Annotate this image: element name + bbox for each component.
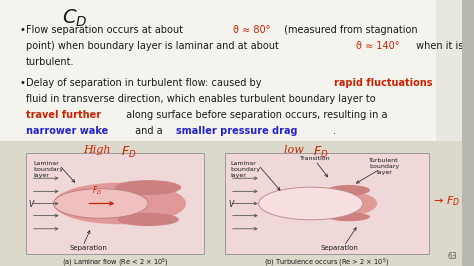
Text: turbulent.: turbulent.: [26, 57, 74, 67]
Text: $\mathit{C}_D$: $\mathit{C}_D$: [62, 8, 87, 29]
Text: of: of: [461, 78, 474, 88]
Text: $\mathit{F}_D$: $\mathit{F}_D$: [92, 184, 102, 197]
Text: when it is: when it is: [412, 41, 463, 51]
Text: Laminar
boundary
layer: Laminar boundary layer: [33, 161, 64, 178]
Ellipse shape: [53, 189, 148, 218]
Text: travel further: travel further: [26, 110, 101, 120]
Text: .: .: [333, 126, 336, 136]
Text: narrower wake: narrower wake: [26, 126, 109, 136]
Text: (a) Laminar flow (Re < 2 × 10$^5$): (a) Laminar flow (Re < 2 × 10$^5$): [62, 257, 168, 266]
Text: ϑ ≈ 80°: ϑ ≈ 80°: [233, 25, 270, 35]
Text: rapid fluctuations: rapid fluctuations: [334, 78, 432, 88]
Text: $F_D$: $F_D$: [313, 145, 329, 160]
Text: Laminar
boundary
layer: Laminar boundary layer: [231, 161, 261, 178]
Bar: [26, 153, 204, 254]
Ellipse shape: [301, 190, 377, 217]
Text: smaller pressure drag: smaller pressure drag: [176, 126, 297, 136]
Text: Turbulent
boundary
layer: Turbulent boundary layer: [369, 158, 399, 175]
Text: Transition: Transition: [300, 156, 331, 161]
Bar: [225, 153, 429, 254]
Text: $\rightarrow\, \mathit{F}_D$: $\rightarrow\, \mathit{F}_D$: [431, 194, 461, 208]
Text: Separation: Separation: [320, 245, 358, 251]
Text: (measured from stagnation: (measured from stagnation: [281, 25, 418, 35]
Text: (b) Turbulence occurs (Re > 2 × 10$^5$): (b) Turbulence occurs (Re > 2 × 10$^5$): [264, 257, 390, 266]
Ellipse shape: [115, 180, 182, 195]
Text: point) when boundary layer is laminar and at about: point) when boundary layer is laminar an…: [26, 41, 282, 51]
Text: low: low: [284, 145, 308, 155]
Text: •: •: [20, 78, 26, 88]
Text: Delay of separation in turbulent flow: caused by: Delay of separation in turbulent flow: c…: [26, 78, 264, 88]
FancyBboxPatch shape: [0, 141, 474, 266]
Bar: [462, 0, 474, 266]
Text: $F_D$: $F_D$: [121, 145, 136, 160]
Text: Flow separation occurs at about: Flow separation occurs at about: [26, 25, 186, 35]
Text: •: •: [20, 25, 26, 35]
Ellipse shape: [328, 185, 370, 196]
FancyBboxPatch shape: [0, 0, 436, 141]
Ellipse shape: [259, 187, 363, 220]
Text: Separation: Separation: [69, 245, 107, 251]
Text: High: High: [83, 145, 114, 155]
Text: and a: and a: [132, 126, 166, 136]
Text: $\mathit{V}$: $\mathit{V}$: [228, 198, 235, 209]
Ellipse shape: [117, 213, 179, 226]
Text: 63: 63: [447, 252, 457, 261]
Ellipse shape: [53, 183, 186, 224]
Text: ϑ ≈ 140°: ϑ ≈ 140°: [356, 41, 400, 51]
Text: fluid in transverse direction, which enables turbulent boundary layer to: fluid in transverse direction, which ena…: [26, 94, 376, 104]
Ellipse shape: [328, 212, 370, 221]
Text: $\mathit{V}$: $\mathit{V}$: [28, 198, 36, 209]
Text: along surface before separation occurs, resulting in a: along surface before separation occurs, …: [123, 110, 388, 120]
